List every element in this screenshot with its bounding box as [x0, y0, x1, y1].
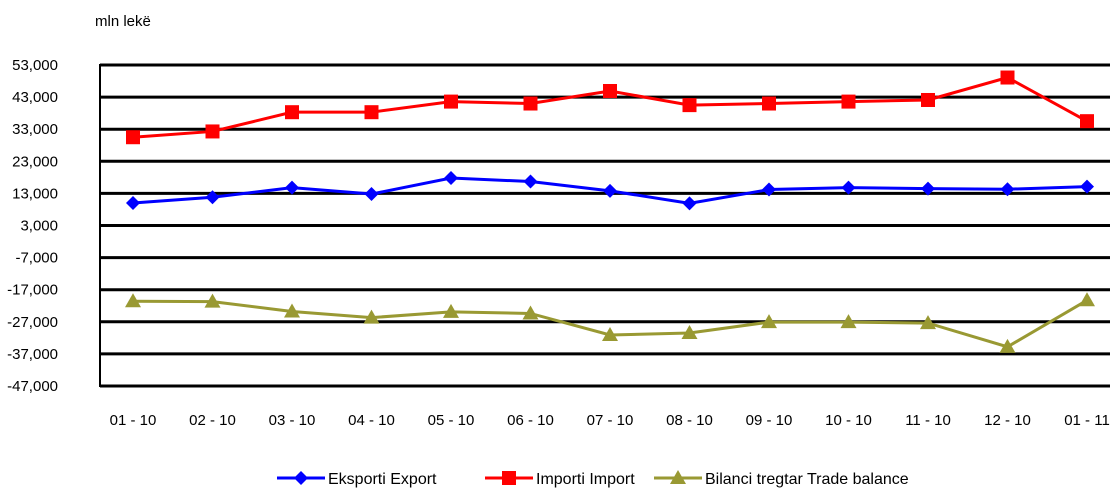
- data-point: [443, 303, 459, 318]
- data-point: [205, 124, 220, 139]
- data-point: [762, 96, 776, 111]
- x-tick-label: 12 - 10: [984, 412, 1031, 429]
- data-point: [364, 187, 379, 202]
- x-tick-label: 11 - 10: [905, 412, 951, 429]
- data-point: [761, 314, 777, 329]
- x-tick-label: 06 - 10: [507, 412, 554, 429]
- data-point: [1080, 114, 1094, 129]
- legend-entry: Bilanci tregtar Trade balance: [654, 470, 909, 488]
- data-point: [364, 105, 379, 120]
- x-tick-label: 05 - 10: [428, 412, 475, 429]
- data-point: [999, 338, 1016, 353]
- data-point: [603, 183, 617, 198]
- data-point: [284, 303, 300, 318]
- x-tick-label: 04 - 10: [348, 412, 395, 429]
- x-tick-label: 03 - 10: [269, 412, 316, 429]
- data-point: [1080, 179, 1094, 194]
- data-point: [1000, 182, 1015, 197]
- data-point: [363, 309, 380, 324]
- x-axis-tick-labels: 01 - 10 02 - 10 03 - 10 04 - 10 05 - 10 06 - …: [110, 412, 1110, 429]
- data-point: [682, 196, 697, 211]
- data-point: [603, 84, 617, 99]
- y-tick-label: 53,000: [12, 57, 58, 74]
- data-point: [285, 180, 299, 195]
- series-3: [125, 292, 1095, 353]
- data-point: [602, 326, 618, 341]
- y-tick-label: 33,000: [12, 121, 58, 138]
- x-tick-label: 10 - 10: [825, 412, 872, 429]
- data-point: [921, 181, 935, 196]
- y-tick-label: 43,000: [12, 89, 58, 106]
- y-tick-label: -47,000: [7, 378, 58, 395]
- x-tick-label: 07 - 10: [587, 412, 634, 429]
- data-point: [921, 92, 935, 107]
- series-1: [126, 170, 1094, 211]
- legend-label: Eksporti Export: [328, 471, 437, 488]
- data-point: [840, 314, 857, 329]
- y-tick-label: 23,000: [12, 153, 58, 170]
- data-point: [444, 170, 458, 185]
- y-tick-label: -17,000: [7, 282, 58, 299]
- data-point: [126, 130, 140, 145]
- data-point: [522, 305, 539, 320]
- y-tick-label: 13,000: [12, 185, 58, 202]
- x-tick-label: 08 - 10: [666, 412, 713, 429]
- data-point: [682, 98, 697, 113]
- x-tick-label: 09 - 10: [746, 412, 793, 429]
- legend-marker: [294, 471, 308, 485]
- data-point: [841, 180, 856, 195]
- y-tick-label: -27,000: [7, 314, 58, 331]
- data-point: [285, 105, 299, 120]
- y-tick-label: -37,000: [7, 346, 58, 363]
- legend-entry: Eksporti Export: [277, 471, 437, 488]
- data-point: [1079, 292, 1095, 307]
- data-point: [523, 174, 538, 189]
- legend-marker: [502, 471, 516, 485]
- data-point: [841, 94, 856, 109]
- data-point: [125, 293, 141, 308]
- data-point: [762, 182, 776, 197]
- legend-label: Bilanci tregtar Trade balance: [705, 471, 909, 488]
- data-point: [444, 94, 458, 109]
- data-point: [204, 293, 221, 308]
- data-point: [1000, 70, 1015, 85]
- series-2: [126, 70, 1094, 145]
- x-tick-label: 02 - 10: [189, 412, 236, 429]
- legend: Eksporti Export Importi Import Bilanci tre…: [277, 470, 909, 488]
- unit-label: mln lekë: [95, 13, 151, 30]
- grid-lines: [99, 63, 1110, 388]
- data-point: [920, 315, 936, 330]
- y-tick-label: 3,000: [20, 218, 58, 235]
- data-point: [126, 196, 140, 211]
- data-point: [205, 190, 220, 205]
- x-tick-label: 01 - 11: [1064, 412, 1110, 429]
- data-point: [523, 96, 538, 111]
- y-axis-tick-labels: 53,000 43,000 33,000 23,000 13,000 3,000 -7,00…: [7, 57, 58, 395]
- data-point: [681, 325, 698, 340]
- y-tick-label: -7,000: [15, 250, 58, 267]
- legend-entry: Importi Import: [485, 471, 635, 488]
- legend-marker: [670, 470, 686, 484]
- legend-label: Importi Import: [536, 471, 635, 488]
- series-layer: [125, 70, 1095, 353]
- x-tick-label: 01 - 10: [110, 412, 157, 429]
